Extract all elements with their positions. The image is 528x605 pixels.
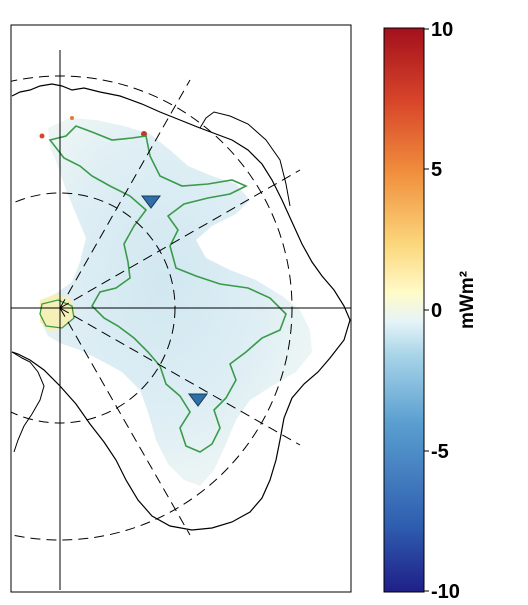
heat-flux-hotspot — [70, 116, 74, 120]
meridian-line — [59, 79, 191, 309]
meridian-line — [59, 307, 191, 536]
colorbar-tick-label: 0 — [431, 300, 443, 322]
colorbar-tick-label: -10 — [431, 581, 460, 603]
coastline — [11, 83, 351, 531]
colorbar-tick-label: 5 — [431, 159, 443, 181]
map-content — [11, 50, 351, 590]
colorbar-tick-label: -5 — [431, 441, 449, 463]
meridian-line — [59, 169, 301, 309]
heat-flux-field — [40, 118, 312, 486]
coastline-bay — [199, 111, 291, 207]
colorbar-unit-label: mWm² — [457, 270, 478, 330]
marker-triangle — [141, 195, 161, 209]
meridian-line — [59, 307, 301, 446]
heat-flux-hotspot — [39, 133, 45, 139]
marker-triangle — [188, 393, 208, 407]
coastline-peninsula — [11, 351, 45, 453]
green-contour — [48, 125, 287, 453]
colorbar — [383, 27, 425, 593]
colorbar-tick-label: 10 — [431, 19, 454, 41]
